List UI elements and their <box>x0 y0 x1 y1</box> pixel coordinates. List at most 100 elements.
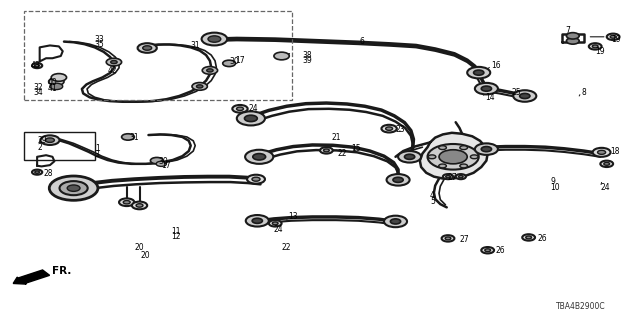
Circle shape <box>600 161 613 167</box>
Circle shape <box>513 90 536 102</box>
Circle shape <box>398 151 421 163</box>
Circle shape <box>132 202 147 209</box>
Circle shape <box>428 144 479 170</box>
Text: TBA4B2900C: TBA4B2900C <box>556 302 606 311</box>
Text: 24: 24 <box>248 104 258 113</box>
Circle shape <box>246 215 269 227</box>
Circle shape <box>247 175 265 184</box>
Circle shape <box>122 134 134 140</box>
Circle shape <box>320 147 333 154</box>
Text: 17: 17 <box>161 161 171 170</box>
Text: 22: 22 <box>338 149 348 158</box>
Bar <box>24 132 95 160</box>
Circle shape <box>273 222 278 225</box>
Circle shape <box>49 78 64 85</box>
Circle shape <box>598 150 605 154</box>
Circle shape <box>442 235 454 242</box>
Circle shape <box>460 164 467 168</box>
Bar <box>24 11 292 100</box>
Circle shape <box>381 125 397 132</box>
Text: 28: 28 <box>44 169 53 178</box>
Text: 6: 6 <box>360 37 365 46</box>
Circle shape <box>456 174 466 179</box>
Circle shape <box>384 216 407 227</box>
Text: 24: 24 <box>600 183 610 192</box>
Text: 26: 26 <box>496 246 506 255</box>
Circle shape <box>520 93 530 99</box>
Circle shape <box>143 46 152 50</box>
Circle shape <box>390 219 401 224</box>
Text: 22: 22 <box>282 244 291 252</box>
Text: 19: 19 <box>611 35 621 44</box>
Circle shape <box>439 150 467 164</box>
Text: 14: 14 <box>485 93 495 102</box>
Text: 19: 19 <box>595 47 605 56</box>
Circle shape <box>274 52 289 60</box>
Text: 40: 40 <box>48 78 58 87</box>
Text: 1: 1 <box>95 144 99 153</box>
Circle shape <box>481 147 492 152</box>
Text: 20: 20 <box>134 243 144 252</box>
Text: 23: 23 <box>396 125 405 134</box>
Text: 31: 31 <box>129 133 139 142</box>
Circle shape <box>593 148 611 157</box>
Circle shape <box>522 234 535 241</box>
Text: 30: 30 <box>229 57 239 66</box>
Circle shape <box>237 111 265 125</box>
Circle shape <box>60 181 88 195</box>
Circle shape <box>192 83 207 90</box>
Text: 33: 33 <box>95 35 104 44</box>
Text: 10: 10 <box>550 183 560 192</box>
Circle shape <box>593 45 598 48</box>
Circle shape <box>439 164 447 168</box>
Text: 25: 25 <box>512 88 522 97</box>
Circle shape <box>35 64 40 67</box>
Circle shape <box>467 67 490 78</box>
Text: 20: 20 <box>141 252 150 260</box>
Text: 42: 42 <box>108 66 117 75</box>
Text: 2: 2 <box>37 143 42 152</box>
Circle shape <box>32 170 42 175</box>
Circle shape <box>237 107 243 110</box>
Circle shape <box>323 149 329 152</box>
Circle shape <box>526 236 531 239</box>
Text: FR.: FR. <box>52 266 72 276</box>
Circle shape <box>150 157 163 164</box>
Circle shape <box>156 161 166 166</box>
Circle shape <box>404 154 415 159</box>
Circle shape <box>481 247 494 253</box>
Circle shape <box>111 60 117 64</box>
Text: 32: 32 <box>33 83 43 92</box>
Circle shape <box>40 135 60 145</box>
Text: 21: 21 <box>332 133 341 142</box>
Circle shape <box>604 163 610 165</box>
Circle shape <box>136 204 143 207</box>
Text: 27: 27 <box>448 173 458 182</box>
Circle shape <box>445 175 451 178</box>
Circle shape <box>439 146 447 149</box>
Circle shape <box>589 43 602 50</box>
Circle shape <box>250 218 262 224</box>
Text: 13: 13 <box>288 212 298 221</box>
Circle shape <box>67 185 80 191</box>
Circle shape <box>45 138 54 142</box>
Text: 26: 26 <box>538 234 547 243</box>
Circle shape <box>269 220 282 227</box>
Polygon shape <box>420 133 488 179</box>
Circle shape <box>202 33 227 45</box>
Text: 31: 31 <box>191 41 200 50</box>
Circle shape <box>475 83 498 94</box>
Circle shape <box>49 176 98 200</box>
Circle shape <box>232 105 248 113</box>
Text: 7: 7 <box>565 26 570 35</box>
Circle shape <box>106 58 122 66</box>
Circle shape <box>124 201 130 204</box>
Circle shape <box>223 60 236 67</box>
Text: 24: 24 <box>274 225 284 234</box>
Text: 30: 30 <box>159 157 168 166</box>
Circle shape <box>196 85 203 88</box>
Circle shape <box>138 43 157 53</box>
Circle shape <box>443 174 453 179</box>
Circle shape <box>252 218 262 223</box>
Circle shape <box>244 115 257 122</box>
